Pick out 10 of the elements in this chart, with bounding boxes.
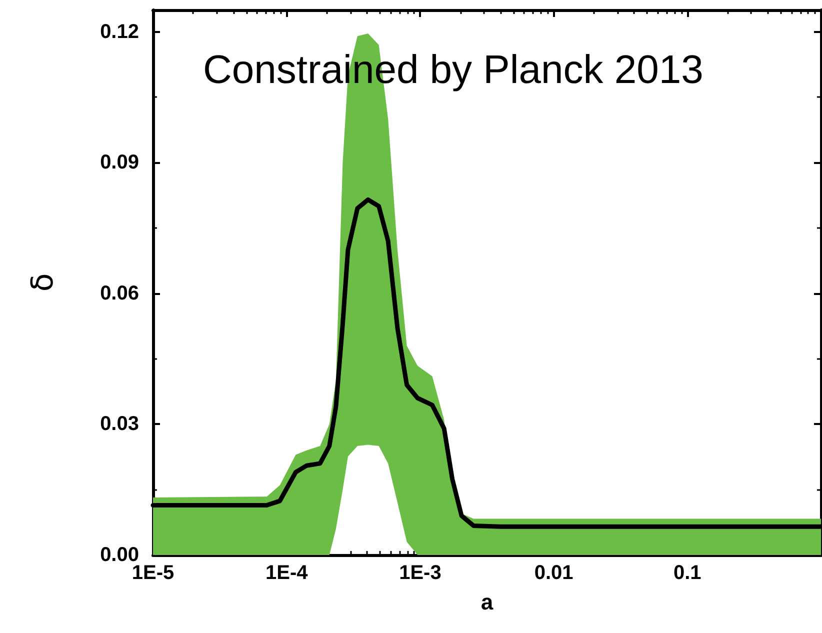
y-axis-title: δ: [26, 273, 60, 292]
x-tick-label: 0.1: [673, 562, 702, 584]
x-axis-title: a: [480, 590, 494, 614]
x-tick-label: 1E-3: [399, 562, 442, 584]
y-tick-label: 0.09: [100, 152, 139, 174]
x-tick-label: 0.01: [534, 562, 574, 584]
y-tick-label: 0.06: [100, 282, 139, 304]
y-tick-label: 0.12: [100, 20, 139, 43]
y-tick-label: 0.03: [100, 413, 139, 436]
x-tick-label: 1E-4: [265, 562, 309, 584]
